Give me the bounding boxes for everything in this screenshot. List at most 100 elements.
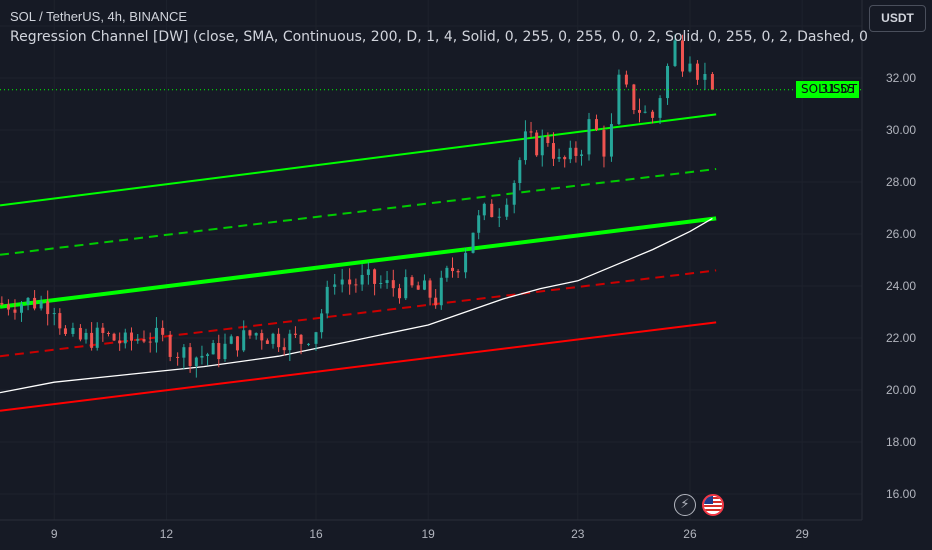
candle-body — [136, 339, 140, 341]
candle-body — [385, 280, 389, 283]
candle-body — [248, 330, 252, 336]
candle-body — [229, 336, 233, 344]
candle-body — [373, 269, 377, 284]
candles — [0, 34, 714, 378]
candle-body — [379, 282, 383, 284]
us-flag-icon[interactable] — [702, 494, 724, 516]
candle-body — [325, 286, 329, 314]
candle-body — [176, 356, 180, 358]
candle-body — [112, 333, 116, 341]
candle-body — [293, 333, 297, 335]
candle-body — [211, 343, 215, 355]
candle-body — [168, 334, 172, 357]
candle-body — [46, 301, 50, 315]
candle-body — [703, 74, 707, 80]
candle-body — [535, 132, 539, 156]
candle-body — [523, 131, 527, 161]
candle-body — [505, 204, 509, 217]
candle-body — [288, 333, 292, 351]
candle-body — [58, 313, 62, 329]
candle-body — [451, 267, 455, 272]
candle-body — [206, 354, 210, 356]
candle-body — [580, 154, 584, 156]
candle-body — [235, 336, 239, 351]
y-tick-label: 32.00 — [886, 71, 916, 85]
candle-body — [439, 277, 443, 306]
candle-body — [391, 280, 395, 289]
last-price-tag: SOLUSDT 31.55 — [796, 81, 859, 99]
candle-body — [587, 119, 591, 155]
candle-body — [95, 327, 99, 348]
x-tick-label: 29 — [795, 527, 809, 541]
candle-body — [637, 109, 641, 113]
y-tick-label: 26.00 — [886, 227, 916, 241]
candle-body — [33, 297, 37, 309]
candle-body — [161, 327, 165, 335]
candle-body — [307, 343, 311, 345]
candle-body — [200, 355, 204, 358]
sma-curve — [0, 217, 713, 394]
candle-body — [624, 74, 628, 85]
candle-body — [130, 332, 134, 341]
candle-body — [445, 267, 449, 278]
x-tick-label: 26 — [683, 527, 697, 541]
candle-body — [348, 279, 352, 285]
candle-body — [688, 63, 692, 72]
candle-body — [242, 330, 246, 351]
candle-body — [260, 333, 264, 341]
candle-body — [529, 131, 533, 133]
candle-body — [557, 157, 561, 159]
candle-body — [265, 340, 269, 344]
candle-body — [617, 74, 621, 125]
candle-body — [282, 347, 286, 351]
candle-body — [680, 40, 684, 72]
candle-body — [540, 136, 544, 156]
candle-body — [299, 334, 303, 344]
candle-body — [142, 339, 146, 342]
sma-line — [0, 217, 713, 394]
x-tick-label: 19 — [422, 527, 436, 541]
candle-body — [471, 232, 475, 253]
candle-body — [84, 332, 88, 340]
x-tick-label: 16 — [309, 527, 323, 541]
price-tag-symbol: SOLUSDT — [801, 82, 858, 97]
lightning-icon[interactable]: ⚡ — [674, 494, 696, 516]
y-tick-label: 20.00 — [886, 383, 916, 397]
candle-body — [602, 130, 606, 157]
candle-body — [404, 277, 408, 299]
candle-body — [428, 280, 432, 298]
candle-body — [518, 160, 522, 184]
candle-body — [223, 343, 227, 360]
y-tick-label: 28.00 — [886, 175, 916, 189]
candle-body — [658, 98, 662, 118]
channel-line-upper-inner — [0, 168, 717, 256]
candle-body — [148, 341, 152, 343]
candle-body — [123, 332, 127, 344]
candle-body — [277, 333, 281, 348]
candle-body — [422, 280, 426, 290]
x-axis[interactable]: 9 12 16 19 23 26 29 — [51, 527, 809, 541]
channel-line-center — [0, 216, 717, 309]
candle-body — [314, 332, 318, 344]
candle-body — [551, 143, 555, 159]
candle-body — [410, 277, 414, 286]
candle-body — [354, 284, 358, 286]
y-tick-label: 16.00 — [886, 487, 916, 501]
candle-body — [254, 333, 258, 336]
candle-body — [26, 297, 30, 305]
candle-body — [188, 347, 192, 367]
x-tick-label: 9 — [51, 527, 58, 541]
candle-body — [643, 111, 647, 113]
grid — [0, 0, 862, 520]
y-tick-label: 22.00 — [886, 331, 916, 345]
candle-body — [464, 252, 468, 273]
candle-body — [477, 215, 481, 233]
candle-body — [71, 327, 75, 334]
candle-body — [20, 304, 24, 313]
candle-body — [90, 332, 94, 348]
candle-body — [340, 279, 344, 285]
candle-body — [78, 327, 82, 340]
candle-body — [497, 216, 501, 218]
currency-button[interactable]: USDT — [869, 5, 926, 32]
